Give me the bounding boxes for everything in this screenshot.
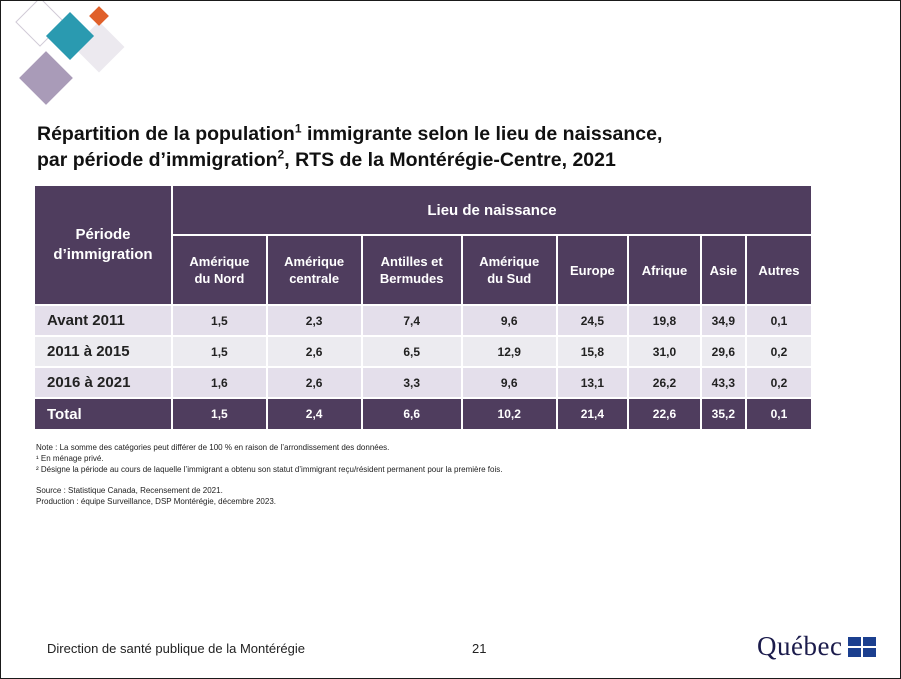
col-header-europe: Europe (555, 236, 628, 304)
col-header-autres: Autres (744, 236, 811, 304)
table-cell: 0,1 (744, 304, 811, 335)
table-row: 2016 à 2021 1,6 2,6 3,3 9,6 13,1 26,2 43… (35, 366, 811, 397)
table-cell: 13,1 (555, 366, 628, 397)
data-table: Période d’immigration Lieu de naissance A… (35, 186, 811, 429)
row-label: 2016 à 2021 (35, 366, 171, 397)
source-text: Source : Statistique Canada, Recensement… (36, 486, 223, 495)
logo-text: Québec (757, 631, 843, 661)
footer-organization: Direction de santé publique de la Montér… (47, 641, 306, 656)
table-row: 2011 à 2015 1,5 2,6 6,5 12,9 15,8 31,0 2… (35, 335, 811, 366)
group-header: Lieu de naissance (171, 186, 811, 236)
footnote-2: ² Désigne la période au cours de laquell… (36, 465, 503, 474)
total-cell: 21,4 (555, 397, 628, 429)
col-header-amerique-centrale: Amérique centrale (265, 236, 361, 304)
total-cell: 2,4 (265, 397, 361, 429)
col-header-afrique: Afrique (627, 236, 700, 304)
total-row: Total 1,5 2,4 6,6 10,2 21,4 22,6 35,2 0,… (35, 397, 811, 429)
row-label-total: Total (35, 397, 171, 429)
table-cell: 12,9 (460, 335, 556, 366)
table-cell: 34,9 (699, 304, 745, 335)
table-cell: 9,6 (460, 304, 556, 335)
table-cell: 2,6 (265, 335, 361, 366)
table-cell: 19,8 (627, 304, 700, 335)
quebec-logo: Québec (757, 631, 877, 662)
col-header-antilles: Antilles et Bermudes (360, 236, 461, 304)
fleurdelise-flag-icon (848, 636, 877, 657)
total-cell: 10,2 (460, 397, 556, 429)
total-cell: 6,6 (360, 397, 461, 429)
table-cell: 2,6 (265, 366, 361, 397)
page-number: 21 (472, 641, 487, 656)
table-cell: 9,6 (460, 366, 556, 397)
total-cell: 0,1 (744, 397, 811, 429)
col-header-amerique-nord: Amérique du Nord (171, 236, 266, 304)
table-cell: 26,2 (627, 366, 700, 397)
table-cell: 0,2 (744, 335, 811, 366)
footnote-1: ¹ En ménage privé. (36, 454, 104, 463)
total-cell: 35,2 (699, 397, 745, 429)
slide-title: Répartition de la population1 immigrante… (37, 121, 663, 172)
table-cell: 1,6 (171, 366, 266, 397)
table-row: Avant 2011 1,5 2,3 7,4 9,6 24,5 19,8 34,… (35, 304, 811, 335)
table-cell: 15,8 (555, 335, 628, 366)
decorative-diamonds (15, 1, 125, 105)
col-header-amerique-sud: Amérique du Sud (460, 236, 556, 304)
table-cell: 6,5 (360, 335, 461, 366)
table-cell: 29,6 (699, 335, 745, 366)
diamond-orange (89, 6, 109, 26)
table-cell: 0,2 (744, 366, 811, 397)
diamond-purple (19, 51, 73, 105)
total-cell: 22,6 (627, 397, 700, 429)
note-text: Note : La somme des catégories peut diff… (36, 443, 390, 452)
production-text: Production : équipe Surveillance, DSP Mo… (36, 497, 276, 506)
table-cell: 24,5 (555, 304, 628, 335)
table-cell: 43,3 (699, 366, 745, 397)
row-label: 2011 à 2015 (35, 335, 171, 366)
table-cell: 1,5 (171, 304, 266, 335)
table-cell: 7,4 (360, 304, 461, 335)
row-label: Avant 2011 (35, 304, 171, 335)
table-cell: 1,5 (171, 335, 266, 366)
col-header-asie: Asie (699, 236, 745, 304)
period-header: Période d’immigration (35, 186, 171, 304)
table-cell: 3,3 (360, 366, 461, 397)
notes: Note : La somme des catégories peut diff… (36, 442, 836, 507)
table-cell: 2,3 (265, 304, 361, 335)
total-cell: 1,5 (171, 397, 266, 429)
table-cell: 31,0 (627, 335, 700, 366)
